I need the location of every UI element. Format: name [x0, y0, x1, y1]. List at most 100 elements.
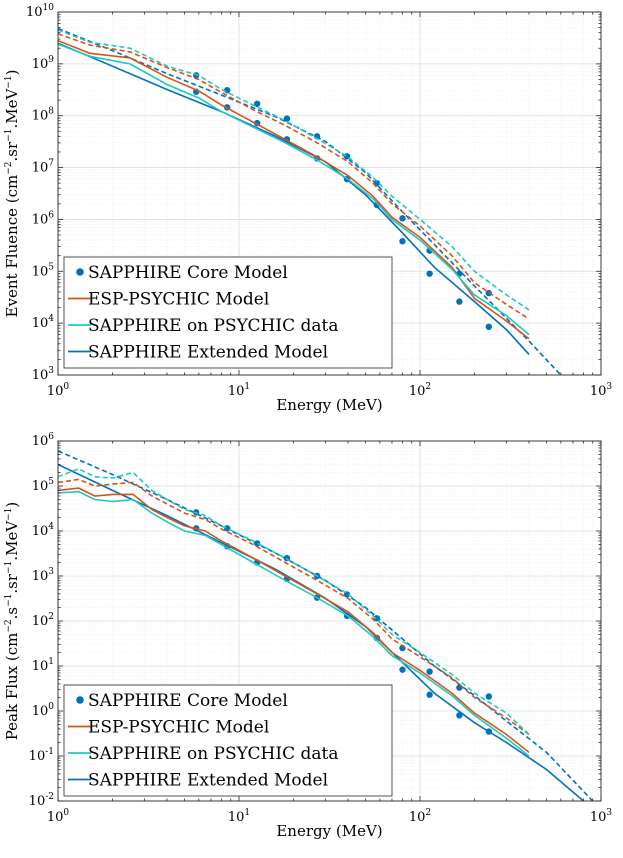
y-tick-label: 103	[32, 567, 55, 584]
tick-base: 10	[29, 749, 46, 764]
ylabel-part: )	[3, 70, 21, 76]
y-tick-label: 108	[32, 107, 55, 124]
tick-exponent: 4	[48, 522, 54, 532]
series-group	[58, 450, 594, 801]
y-tick-label: 10-2	[29, 792, 54, 809]
series-psychic-mean-line	[58, 43, 530, 336]
ticks	[57, 440, 602, 802]
tick-base: 10	[29, 794, 46, 809]
data-point	[253, 100, 261, 107]
data-point	[399, 238, 406, 245]
legend-box	[63, 256, 393, 369]
series-psychic-upper-line	[58, 468, 530, 736]
tick-exponent: 10	[43, 3, 55, 13]
y-tick-label: 101	[32, 657, 54, 674]
legend-item-psychic: SAPPHIRE on PSYCHIC data	[68, 316, 339, 336]
y-axis-label: Peak Flux (cm−2.s−1.sr−1.MeV−1)	[3, 502, 21, 741]
legend-item-extended: SAPPHIRE Extended Model	[68, 343, 328, 363]
ylabel-exponent: −2	[4, 619, 14, 632]
ylabel-exponent: −1	[4, 508, 14, 521]
ylabel-exponent: −1	[4, 594, 14, 607]
tick-base: 10	[228, 810, 245, 825]
series-group	[58, 27, 562, 375]
data-point	[426, 668, 433, 675]
ylabel-part: .s	[3, 607, 21, 619]
x-tick-label: 102	[409, 382, 431, 399]
data-point	[426, 691, 433, 698]
legend-label-psychic: SAPPHIRE on PSYCHIC data	[88, 316, 339, 336]
tick-base: 10	[47, 810, 64, 825]
tick-exponent: 2	[425, 382, 431, 392]
tick-base: 10	[32, 161, 49, 176]
x-axis-label: Energy (MeV)	[276, 396, 382, 414]
tick-base: 10	[32, 57, 49, 72]
tick-exponent: 4	[48, 314, 54, 324]
tick-base: 10	[32, 524, 49, 539]
tick-exponent: 0	[63, 382, 69, 392]
tick-base: 10	[32, 569, 49, 584]
tick-base: 10	[32, 212, 49, 227]
y-tick-label: 106	[32, 210, 55, 227]
data-point	[399, 666, 406, 673]
series-psychic-upper-line	[58, 29, 530, 311]
tick-exponent: 2	[48, 612, 54, 622]
ylabel-exponent: −1	[4, 75, 14, 88]
x-axis-label: Energy (MeV)	[276, 822, 382, 840]
legend-label-extended: SAPPHIRE Extended Model	[88, 771, 328, 791]
tick-exponent: 3	[48, 567, 54, 577]
ticks	[57, 11, 602, 376]
legend-item-core: SAPPHIRE Core Model	[76, 691, 288, 711]
legend-label-esp: ESP-PSYCHIC Model	[88, 718, 269, 738]
y-tick-label: 102	[32, 612, 54, 629]
tick-exponent: 3	[606, 382, 612, 392]
ylabel-exponent: −1	[4, 129, 14, 142]
series-extended-upper-line	[58, 450, 594, 801]
tick-base: 10	[32, 704, 49, 719]
tick-exponent: 6	[48, 432, 54, 442]
x-tick-label: 101	[228, 808, 250, 825]
data-point	[485, 728, 493, 735]
tick-exponent: 3	[606, 808, 612, 818]
ylabel-part: .sr	[3, 141, 21, 161]
tick-exponent: 1	[244, 808, 250, 818]
data-point	[253, 540, 261, 547]
data-point	[426, 247, 433, 254]
tick-base: 10	[590, 810, 607, 825]
tick-base: 10	[228, 384, 245, 399]
x-tick-label: 103	[590, 808, 613, 825]
data-point	[426, 270, 433, 277]
tick-exponent: 9	[48, 55, 54, 65]
ylabel-part: .sr	[3, 573, 21, 593]
legend-item-extended: SAPPHIRE Extended Model	[68, 771, 328, 791]
y-tick-label: 100	[32, 702, 55, 719]
tick-base: 10	[32, 264, 49, 279]
tick-base: 10	[32, 368, 49, 383]
legend-item-esp: ESP-PSYCHIC Model	[68, 290, 269, 310]
data-point	[283, 115, 291, 122]
data-point	[485, 323, 493, 331]
tick-exponent: -1	[45, 747, 54, 757]
tick-exponent: 0	[48, 702, 54, 712]
tick-base: 10	[409, 810, 426, 825]
x-tick-label: 100	[47, 382, 70, 399]
legend-box	[63, 684, 393, 797]
x-tick-label: 100	[47, 808, 70, 825]
tick-exponent: 5	[48, 477, 54, 487]
data-point	[223, 87, 231, 94]
legend-item-esp: ESP-PSYCHIC Model	[68, 718, 269, 738]
series-esp-mean-line	[58, 487, 530, 754]
data-point	[456, 298, 463, 305]
y-tick-label: 107	[32, 159, 55, 176]
axes-frame	[57, 11, 602, 376]
tick-exponent: 6	[48, 210, 54, 220]
x-tick-label: 102	[409, 808, 431, 825]
ylabel-part: )	[3, 502, 21, 508]
tick-base: 10	[26, 5, 43, 20]
ylabel-part: .MeV	[3, 520, 21, 561]
legend-label-core: SAPPHIRE Core Model	[88, 691, 288, 711]
y-axis-label: Event Fluence (cm−2.sr−1.MeV−1)	[3, 70, 21, 318]
tick-base: 10	[590, 384, 607, 399]
data-point	[399, 215, 406, 222]
y-tick-label: 1010	[26, 3, 54, 20]
